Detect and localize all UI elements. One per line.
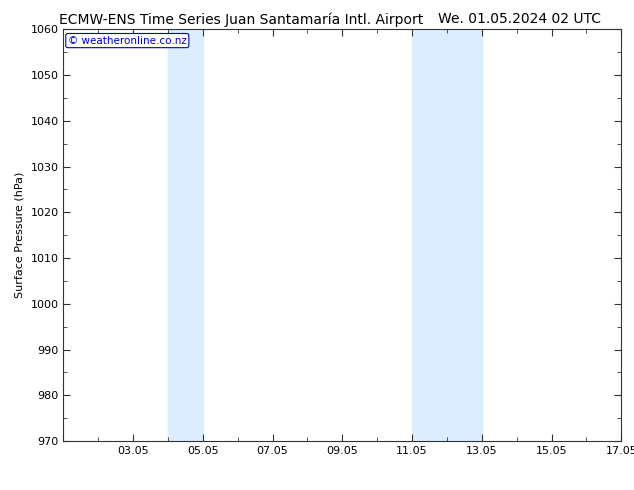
Y-axis label: Surface Pressure (hPa): Surface Pressure (hPa) [15, 172, 25, 298]
Bar [168, 29, 203, 441]
Text: ECMW-ENS Time Series Juan Santamaría Intl. Airport: ECMW-ENS Time Series Juan Santamaría Int… [59, 12, 423, 27]
Text: We. 01.05.2024 02 UTC: We. 01.05.2024 02 UTC [438, 12, 602, 26]
Text: © weatheronline.co.nz: © weatheronline.co.nz [68, 36, 187, 46]
Bar [412, 29, 482, 441]
